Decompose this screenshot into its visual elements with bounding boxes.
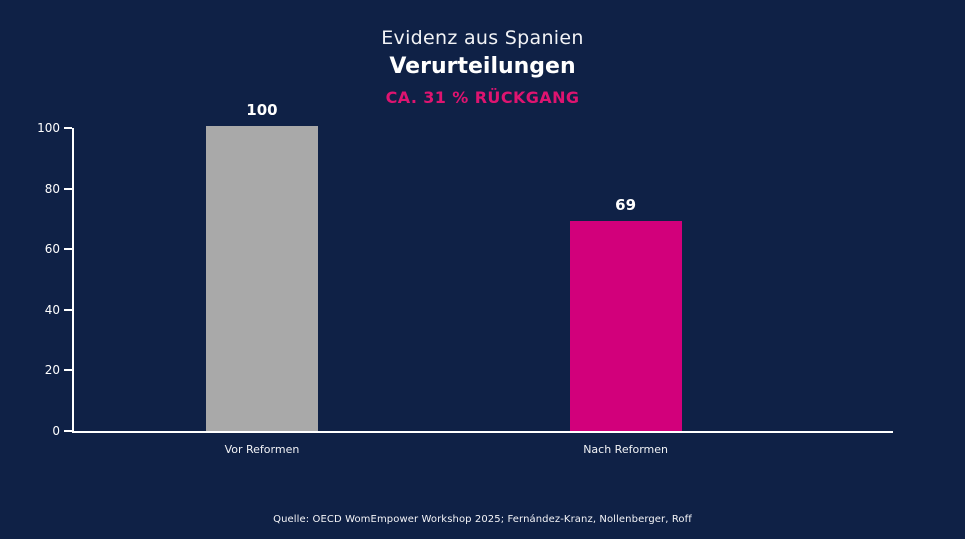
title-block: Evidenz aus Spanien Verurteilungen CA. 3… — [0, 0, 965, 107]
y-axis-ticks: 0 20 40 60 80 100 — [37, 121, 893, 438]
x-category-label-vor-reformen: Vor Reformen — [224, 443, 300, 456]
plot-area: 0 20 40 60 80 100 100 Vor Reformen 69 Nach Refor… — [37, 101, 893, 456]
x-category-label-nach-reformen: Nach Reformen — [583, 443, 668, 456]
y-tick-mark-100 — [64, 127, 72, 129]
y-tick-mark-0 — [64, 430, 72, 432]
chart-highlight-annotation: CA. 31 % RÜCKGANG — [385, 88, 580, 107]
y-tick-label-80: 80 — [44, 181, 60, 196]
source-note: Quelle: OECD WomEmpower Workshop 2025; F… — [273, 514, 692, 525]
y-tick-label-20: 20 — [44, 363, 60, 378]
bar-value-label-vor-reformen: 100 — [246, 101, 278, 119]
y-tick-mark-20 — [64, 369, 72, 372]
bar-value-label-nach-reformen: 69 — [615, 196, 637, 214]
y-tick-label-60: 60 — [44, 242, 60, 257]
y-tick-mark-80 — [64, 187, 72, 190]
y-tick-mark-40 — [64, 308, 72, 311]
y-tick-label-40: 40 — [44, 302, 60, 317]
y-tick-label-0: 0 — [52, 424, 60, 438]
y-tick-label-100: 100 — [37, 121, 60, 135]
chart-subtitle: Verurteilungen — [389, 54, 576, 79]
bar-nach-reformen: 69 Nach Reformen — [569, 196, 682, 456]
bar-vor-reformen: 100 Vor Reformen — [205, 101, 318, 456]
chart-title: Evidenz aus Spanien — [381, 27, 584, 49]
y-tick-mark-60 — [64, 248, 72, 251]
bars-container: 100 Vor Reformen 69 Nach Reformen — [74, 101, 893, 456]
